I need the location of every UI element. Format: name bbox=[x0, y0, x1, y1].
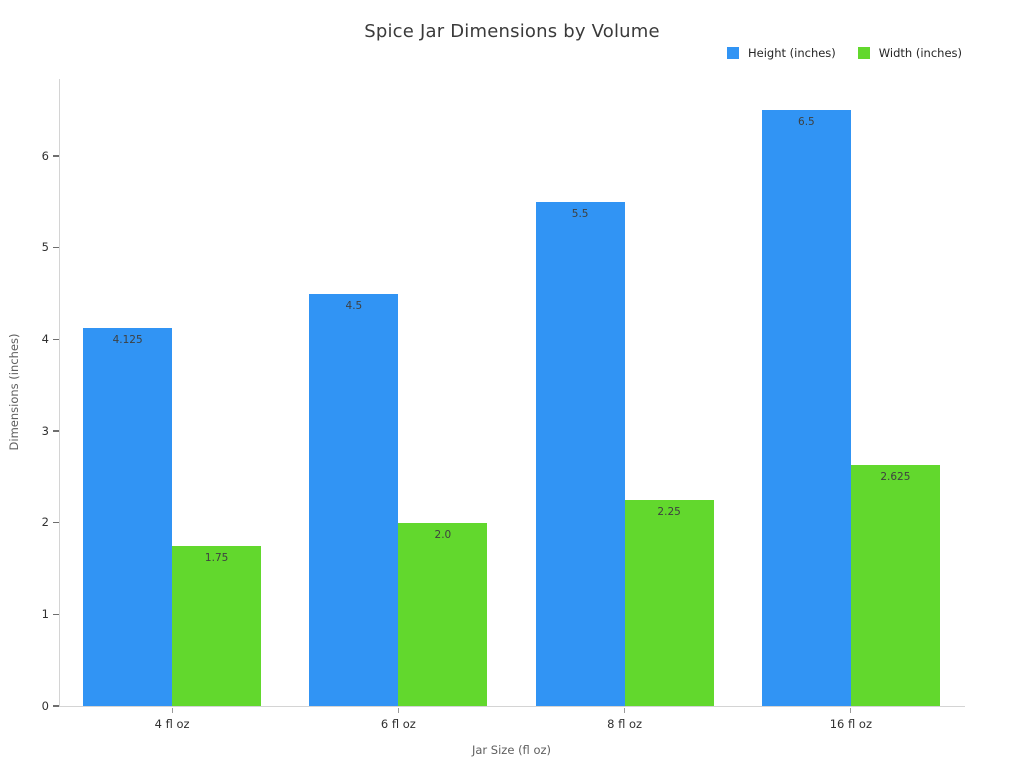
x-tick-label: 16 fl oz bbox=[829, 717, 872, 731]
legend: Height (inches) Width (inches) bbox=[726, 46, 962, 60]
x-tick-mark bbox=[850, 707, 852, 713]
x-tick-mark bbox=[397, 707, 399, 713]
bar-width bbox=[624, 499, 714, 706]
x-tick-label: 4 fl oz bbox=[154, 717, 190, 731]
y-tick-mark bbox=[53, 338, 59, 340]
y-tick-mark bbox=[53, 522, 59, 524]
bar-height bbox=[535, 201, 625, 706]
bar-value-label: 1.75 bbox=[204, 551, 229, 564]
bar-value-label: 4.125 bbox=[112, 333, 143, 346]
bar-height bbox=[83, 327, 173, 706]
bar-value-label: 4.5 bbox=[345, 299, 363, 312]
y-tick-label: 0 bbox=[41, 698, 49, 713]
y-tick-label: 5 bbox=[41, 240, 49, 255]
bar-width bbox=[172, 545, 262, 706]
x-tick-mark bbox=[171, 707, 173, 713]
x-tick-label: 8 fl oz bbox=[607, 717, 643, 731]
legend-swatch-width-icon bbox=[857, 47, 870, 59]
bar-value-label: 2.625 bbox=[880, 471, 911, 484]
bar-value-label: 6.5 bbox=[798, 116, 815, 129]
chart-title: Spice Jar Dimensions by Volume bbox=[364, 21, 660, 42]
bar-value-label: 2.0 bbox=[434, 528, 452, 541]
y-tick-mark bbox=[53, 705, 59, 707]
y-tick-label: 4 bbox=[41, 331, 49, 346]
y-tick-mark bbox=[53, 155, 59, 157]
y-tick-mark bbox=[53, 247, 59, 249]
y-tick-mark bbox=[53, 613, 59, 615]
y-tick-label: 6 bbox=[41, 148, 49, 163]
bar-value-label: 5.5 bbox=[571, 207, 589, 220]
y-tick-label: 2 bbox=[41, 515, 49, 530]
y-tick-label: 1 bbox=[41, 606, 49, 621]
y-tick-mark bbox=[53, 430, 59, 432]
bar-width bbox=[398, 522, 488, 706]
bar-height bbox=[309, 293, 399, 706]
bar-value-label: 2.25 bbox=[657, 505, 681, 518]
x-tick-mark bbox=[624, 707, 626, 713]
y-tick-label: 3 bbox=[41, 423, 49, 438]
legend-item-height: Height (inches) bbox=[726, 46, 836, 60]
legend-label-width: Width (inches) bbox=[878, 46, 962, 60]
legend-item-width: Width (inches) bbox=[857, 46, 962, 60]
y-axis-title: Dimensions (inches) bbox=[7, 333, 21, 451]
x-axis-title: Jar Size (fl oz) bbox=[471, 743, 552, 757]
legend-swatch-height-icon bbox=[726, 47, 739, 59]
x-tick-label: 6 fl oz bbox=[380, 717, 416, 731]
legend-label-height: Height (inches) bbox=[747, 46, 836, 60]
bar-width bbox=[850, 465, 940, 706]
plot-area bbox=[59, 79, 965, 707]
bar-height bbox=[761, 110, 851, 706]
